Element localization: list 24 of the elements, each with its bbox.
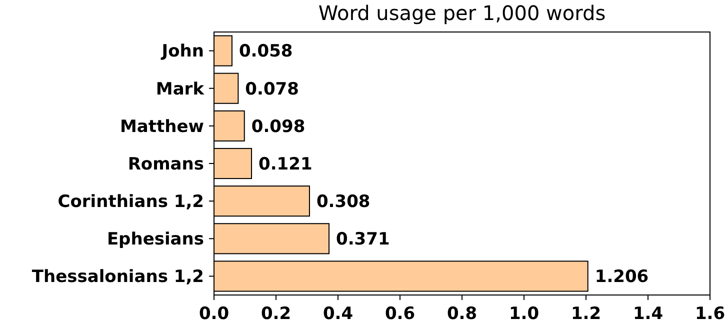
data-label: 1.206 (594, 267, 649, 288)
x-tick-label: 0.0 (198, 304, 230, 324)
x-tick-label: 0.8 (446, 304, 478, 324)
y-tick-label: John (160, 42, 204, 62)
data-label: 0.078 (245, 79, 299, 100)
x-tick-label: 1.0 (508, 304, 540, 324)
chart-title: Word usage per 1,000 words (318, 1, 606, 25)
y-tick-label: Thessalonians 1,2 (32, 267, 204, 288)
x-tick-label: 1.2 (570, 304, 602, 324)
data-label: 0.308 (316, 192, 370, 212)
data-label: 0.098 (251, 116, 306, 137)
y-tick-label: Mark (156, 79, 205, 100)
x-tick-label: 1.6 (694, 304, 726, 324)
y-tick-label: Corinthians 1,2 (58, 192, 204, 212)
x-tick-label: 0.4 (322, 304, 354, 324)
data-label: 0.121 (258, 154, 312, 174)
x-tick-label: 0.2 (260, 304, 292, 324)
y-tick-label: Ephesians (106, 230, 204, 250)
x-tick-label: 1.4 (632, 304, 664, 324)
data-label: 0.371 (336, 230, 390, 250)
data-label: 0.058 (238, 42, 293, 62)
y-tick-label: Romans (128, 154, 204, 174)
y-tick-label: Matthew (120, 116, 204, 137)
x-tick-label: 0.6 (384, 304, 416, 324)
